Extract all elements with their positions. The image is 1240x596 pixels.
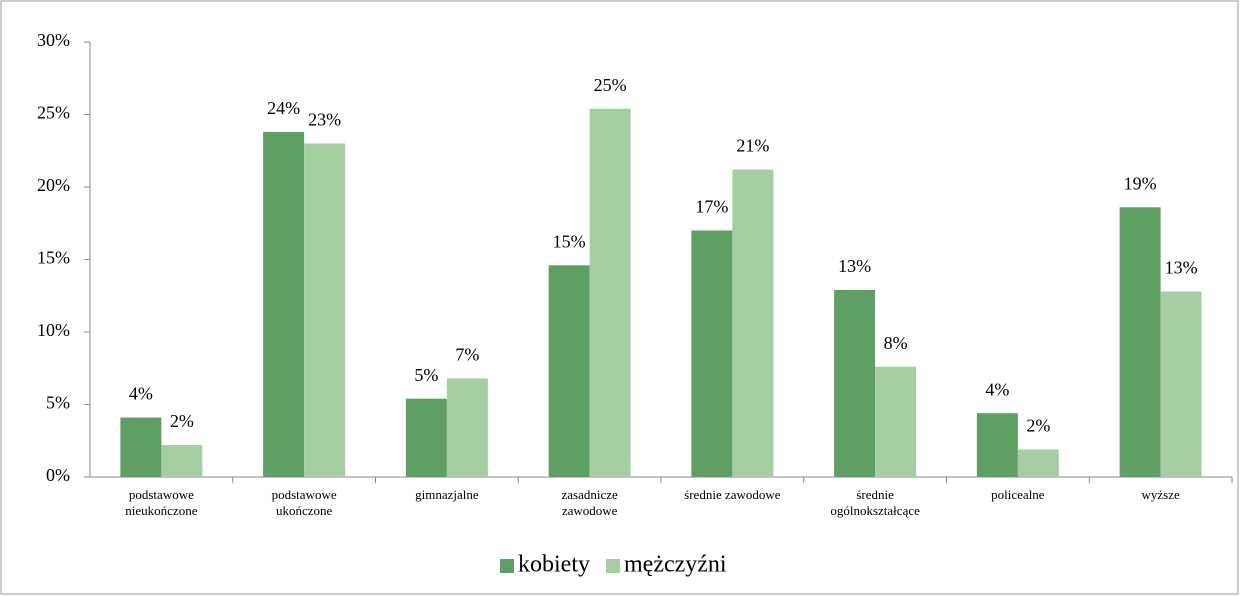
bar <box>732 169 774 477</box>
x-tick-label: podstawowe nieukończone <box>125 487 198 518</box>
x-tick-label: średnie zawodowe <box>684 487 781 502</box>
data-label: 24% <box>267 98 300 118</box>
legend-swatch <box>606 559 620 573</box>
data-label: 5% <box>414 365 438 385</box>
bar <box>1017 449 1059 477</box>
y-tick-label: 30% <box>37 30 70 50</box>
bar <box>875 366 917 477</box>
bar <box>1119 207 1161 478</box>
bar <box>1160 291 1202 477</box>
x-tick-label: podstawowe ukończone <box>271 487 337 518</box>
legend-label: mężczyźni <box>624 552 727 578</box>
data-label: 4% <box>985 379 1009 399</box>
x-tick-label: zasadnicze zawodowe <box>561 487 618 518</box>
y-tick-label: 10% <box>37 320 70 340</box>
bar <box>976 413 1018 477</box>
bar <box>834 289 876 477</box>
data-label: 23% <box>308 110 341 130</box>
data-label: 2% <box>170 411 194 431</box>
bar <box>589 108 631 477</box>
data-label: 13% <box>1165 258 1198 278</box>
data-label: 8% <box>884 333 908 353</box>
x-tick-label: gimnazjalne <box>415 487 479 502</box>
legend-label: kobiety <box>518 552 590 578</box>
bar <box>304 143 346 477</box>
bar <box>120 417 162 477</box>
x-tick-label: policealne <box>991 487 1045 502</box>
legend-swatch <box>500 559 514 573</box>
y-tick-label: 25% <box>37 103 70 123</box>
data-label: 19% <box>1124 173 1157 193</box>
data-label: 13% <box>838 256 871 276</box>
bar <box>548 265 590 477</box>
data-label: 2% <box>1026 416 1050 436</box>
bar <box>446 378 488 477</box>
y-tick-label: 20% <box>37 175 70 195</box>
y-tick-label: 0% <box>46 465 70 485</box>
bar <box>405 398 447 477</box>
y-tick-label: 5% <box>46 393 70 413</box>
data-label: 21% <box>736 136 769 156</box>
data-label: 15% <box>553 231 586 251</box>
data-label: 7% <box>455 345 479 365</box>
bar <box>691 230 733 477</box>
x-tick-label: wyższe <box>1141 487 1180 502</box>
bar <box>263 131 305 477</box>
bar <box>161 445 203 477</box>
data-label: 25% <box>594 75 627 95</box>
data-label: 17% <box>695 197 728 217</box>
data-label: 4% <box>129 384 153 404</box>
x-tick-label: średnie ogólnokształcące <box>830 487 920 518</box>
y-tick-label: 15% <box>37 248 70 268</box>
